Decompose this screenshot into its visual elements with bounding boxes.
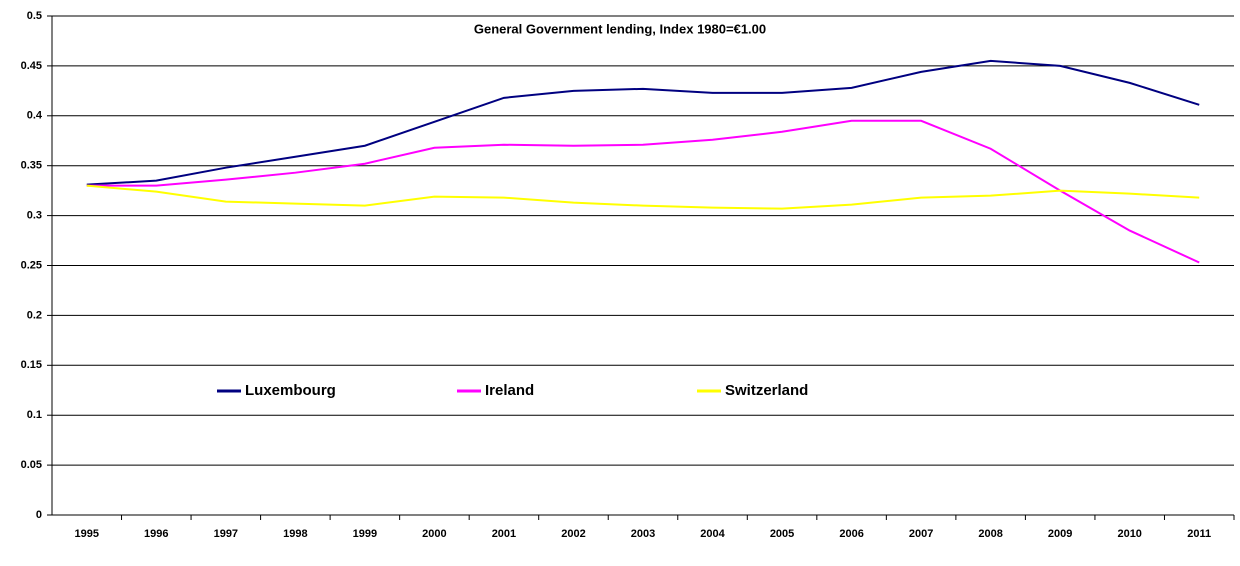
series-line — [86, 119, 1200, 264]
chart-title: General Government lending, Index 1980=€… — [474, 21, 766, 36]
legend-label: Luxembourg — [245, 382, 336, 399]
x-tick-label: 2008 — [978, 528, 1002, 540]
series-line — [86, 59, 1200, 186]
y-tick-label: 0.3 — [27, 210, 42, 222]
y-tick-label: 0.25 — [21, 259, 42, 271]
x-tick-label: 1995 — [75, 528, 99, 540]
x-tick-label: 2011 — [1187, 528, 1211, 540]
x-tick-label: 2007 — [909, 528, 933, 540]
x-tick-label: 1997 — [214, 528, 238, 540]
x-tick-label: 2003 — [631, 528, 655, 540]
series-line — [86, 184, 1200, 210]
y-tick-label: 0 — [36, 509, 42, 521]
y-tick-label: 0.1 — [27, 409, 42, 421]
x-tick-label: 2004 — [700, 528, 725, 540]
x-tick-label: 1999 — [353, 528, 377, 540]
x-tick-label: 1996 — [144, 528, 168, 540]
x-tick-label: 2005 — [770, 528, 794, 540]
x-tick-label: 2002 — [561, 528, 585, 540]
x-tick-label: 2009 — [1048, 528, 1072, 540]
y-tick-label: 0.45 — [21, 60, 42, 72]
y-tick-label: 0.15 — [21, 359, 42, 371]
x-tick-label: 1998 — [283, 528, 307, 540]
y-tick-label: 0.05 — [21, 459, 42, 471]
y-tick-label: 0.35 — [21, 160, 42, 172]
y-tick-label: 0.4 — [27, 110, 43, 122]
y-tick-label: 0.2 — [27, 309, 42, 321]
legend-label: Switzerland — [725, 382, 808, 399]
y-tick-label: 0.5 — [27, 10, 42, 22]
x-tick-label: 2000 — [422, 528, 446, 540]
legend-label: Ireland — [485, 382, 534, 399]
x-tick-label: 2006 — [839, 528, 863, 540]
x-tick-label: 2001 — [492, 528, 516, 540]
x-tick-label: 2010 — [1117, 528, 1141, 540]
